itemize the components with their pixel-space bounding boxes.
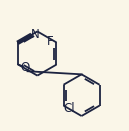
Text: Cl: Cl	[63, 102, 75, 115]
Text: F: F	[47, 35, 54, 48]
Text: N: N	[31, 28, 40, 41]
Text: O: O	[21, 61, 30, 74]
